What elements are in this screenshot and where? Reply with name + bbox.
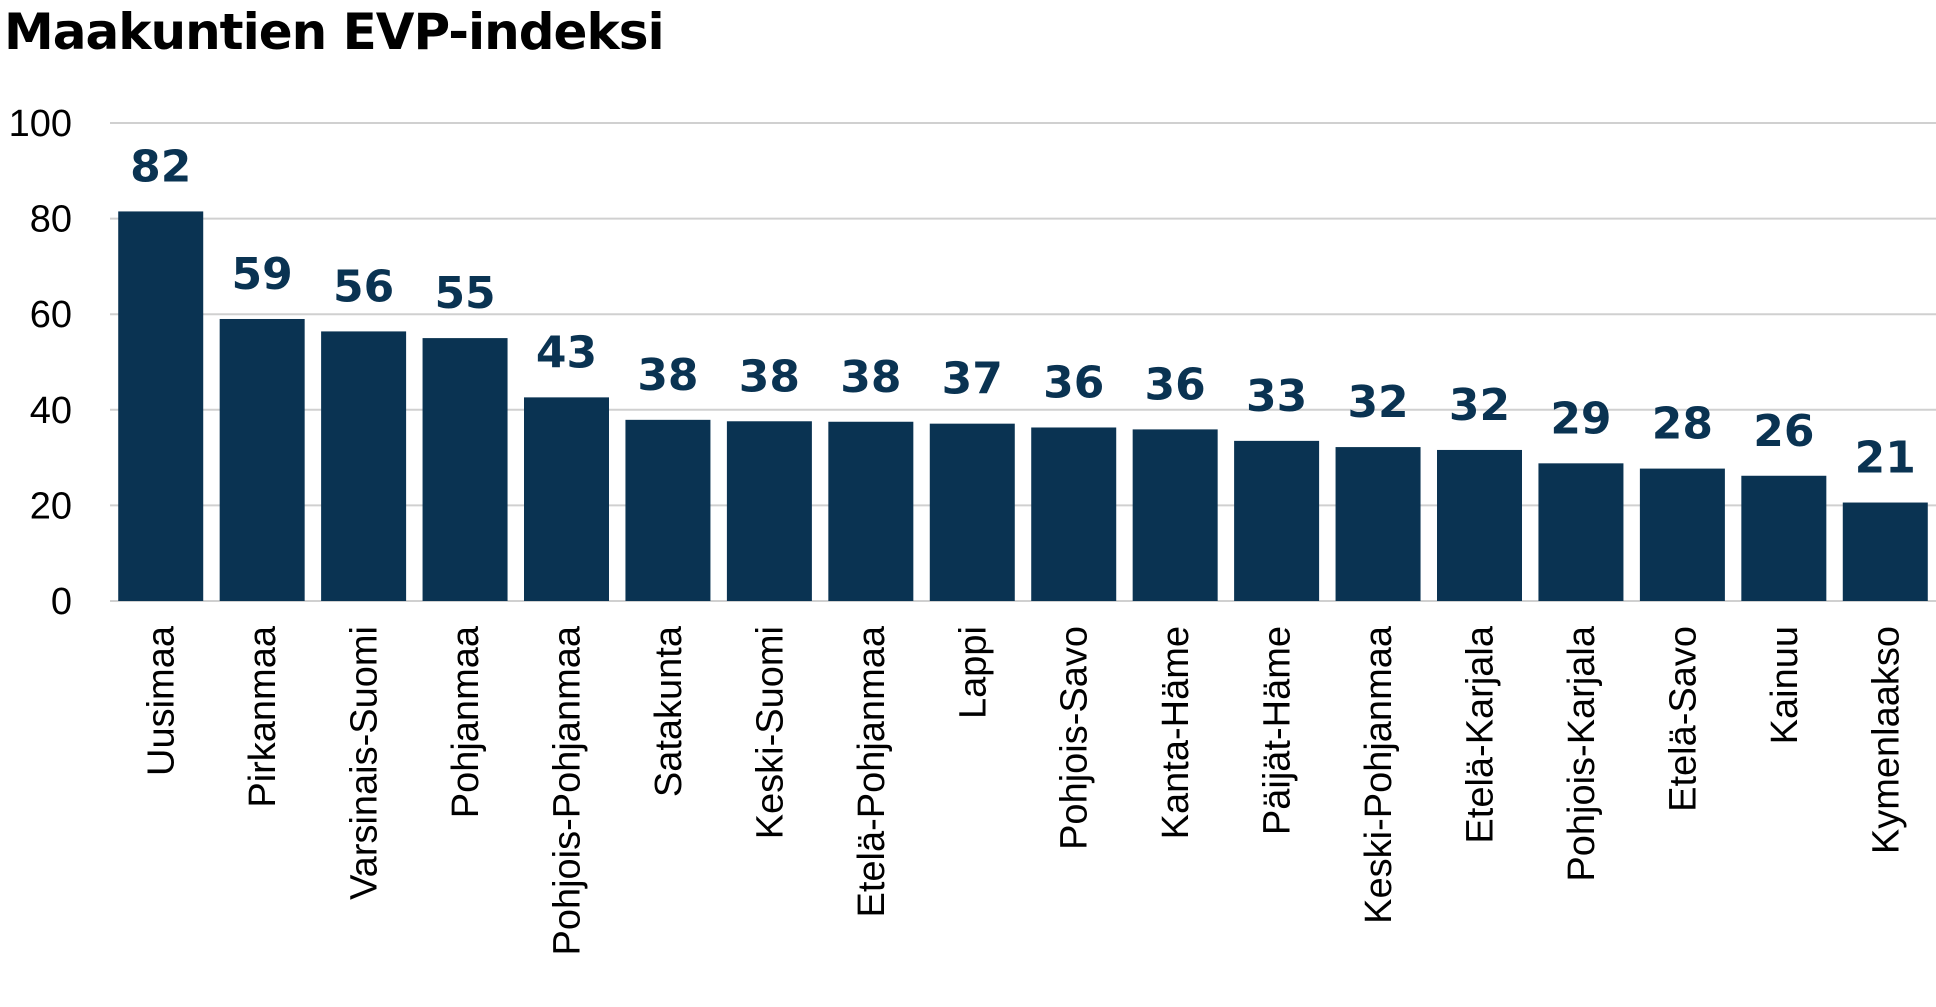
bar <box>524 397 609 601</box>
data-label: 43 <box>536 327 597 378</box>
bar <box>1538 463 1624 601</box>
data-label: 33 <box>1246 371 1307 422</box>
x-tick-label: Päijät-Häme <box>1257 626 1299 835</box>
y-tick-label: 80 <box>30 199 72 241</box>
data-label: 32 <box>1449 380 1510 431</box>
bar <box>929 423 1015 601</box>
y-tick-label: 40 <box>30 390 72 432</box>
bar <box>828 421 914 601</box>
data-label: 36 <box>1145 359 1206 410</box>
x-tick-label: Satakunta <box>648 625 690 797</box>
bar <box>219 318 305 601</box>
bar <box>1639 468 1725 601</box>
data-label: 26 <box>1753 406 1814 457</box>
bar <box>321 331 407 601</box>
bar <box>1741 475 1827 601</box>
data-label: 21 <box>1855 433 1916 484</box>
data-labels: 82 59 56 55 43 38 38 38 37 36 36 33 32 32 29 28 26 21 <box>130 141 1916 483</box>
bar <box>1335 447 1421 601</box>
x-tick-label: Pohjois-Savo <box>1054 626 1096 850</box>
y-axis-ticks: 0 20 40 60 80 100 <box>9 103 72 623</box>
bar <box>118 211 204 601</box>
data-label: 59 <box>232 249 293 300</box>
data-label: 56 <box>333 261 394 312</box>
data-label: 82 <box>130 141 191 192</box>
y-tick-label: 60 <box>30 294 72 336</box>
data-label: 29 <box>1550 393 1611 444</box>
x-tick-label: Uusimaa <box>141 625 183 776</box>
x-tick-label: Pohjanmaa <box>445 625 487 818</box>
data-label: 38 <box>840 352 901 403</box>
bar <box>1437 449 1522 601</box>
bar <box>625 419 711 601</box>
data-label: 38 <box>637 350 698 401</box>
x-tick-label: Kanta-Häme <box>1155 626 1197 839</box>
bar <box>726 421 812 601</box>
x-tick-label: Varsinais-Suomi <box>344 626 386 900</box>
gridlines <box>110 122 1936 602</box>
bar <box>422 338 508 601</box>
x-tick-label: Etelä-Savo <box>1662 626 1704 812</box>
x-tick-label: Keski-Suomi <box>749 626 791 839</box>
x-tick-label: Lappi <box>952 626 994 719</box>
data-label: 32 <box>1347 377 1408 428</box>
bar <box>1031 427 1117 601</box>
bar <box>1234 440 1320 601</box>
chart-title: Maakuntien EVP-indeksi <box>4 3 665 61</box>
x-tick-label: Etelä-Pohjanmaa <box>851 625 893 917</box>
data-label: 28 <box>1652 399 1713 450</box>
bar <box>1132 429 1218 601</box>
x-tick-label: Kainuu <box>1764 626 1806 744</box>
data-label: 55 <box>434 268 495 319</box>
x-tick-label: Pohjois-Karjala <box>1561 625 1603 881</box>
bars <box>118 211 1928 601</box>
x-tick-label: Etelä-Karjala <box>1460 625 1502 843</box>
data-label: 38 <box>739 351 800 402</box>
y-tick-label: 100 <box>9 103 72 145</box>
x-tick-label: Kymenlaakso <box>1865 626 1907 854</box>
x-tick-label: Pohjois-Pohjanmaa <box>547 625 589 955</box>
y-tick-label: 0 <box>51 581 72 623</box>
bar <box>1842 502 1928 601</box>
x-axis-ticks: Uusimaa Pirkanmaa Varsinais-Suomi Pohjanmaa… <box>141 625 1908 955</box>
data-label: 36 <box>1043 357 1104 408</box>
x-tick-label: Keski-Pohjanmaa <box>1358 625 1400 924</box>
x-tick-label: Pirkanmaa <box>242 625 284 807</box>
data-label: 37 <box>942 354 1003 405</box>
y-tick-label: 20 <box>30 485 72 527</box>
